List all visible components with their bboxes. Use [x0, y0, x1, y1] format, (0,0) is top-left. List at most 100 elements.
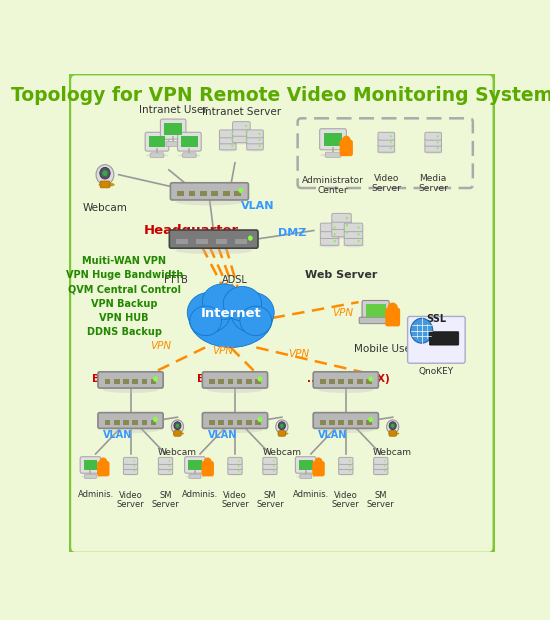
Text: Branch·(1): Branch·(1) [92, 374, 154, 384]
Text: SSL: SSL [426, 314, 446, 324]
FancyBboxPatch shape [158, 467, 173, 474]
FancyBboxPatch shape [359, 317, 392, 324]
Ellipse shape [223, 286, 262, 321]
FancyBboxPatch shape [174, 431, 181, 436]
Bar [329, 379, 335, 384]
Text: SM
Server: SM Server [367, 490, 395, 510]
Ellipse shape [320, 153, 346, 157]
Bar [209, 379, 214, 384]
FancyBboxPatch shape [189, 474, 201, 479]
Circle shape [258, 133, 260, 135]
FancyBboxPatch shape [123, 467, 138, 474]
Circle shape [437, 135, 438, 137]
FancyBboxPatch shape [228, 463, 242, 469]
Bar [357, 379, 362, 384]
Bar [255, 379, 261, 384]
Bar [177, 191, 184, 196]
Bar [123, 420, 129, 425]
FancyBboxPatch shape [100, 181, 110, 188]
Ellipse shape [123, 473, 139, 476]
Text: Video
Server: Video Server [371, 174, 401, 193]
Circle shape [280, 423, 284, 428]
Ellipse shape [227, 473, 243, 476]
Bar [151, 420, 157, 425]
Circle shape [276, 420, 288, 433]
Text: VLAN: VLAN [103, 430, 133, 440]
FancyBboxPatch shape [362, 301, 389, 321]
Ellipse shape [318, 387, 373, 393]
FancyBboxPatch shape [300, 474, 312, 479]
Ellipse shape [81, 475, 100, 478]
Circle shape [168, 470, 170, 472]
FancyBboxPatch shape [373, 458, 388, 464]
Bar [228, 379, 233, 384]
Text: Headquarter: Headquarter [144, 224, 239, 237]
FancyBboxPatch shape [323, 133, 343, 146]
Bar [366, 379, 372, 384]
FancyBboxPatch shape [320, 223, 339, 232]
Circle shape [172, 420, 184, 433]
Text: Video
Server: Video Server [117, 490, 145, 510]
Text: ADSL: ADSL [222, 275, 248, 285]
Text: Webcam: Webcam [373, 448, 412, 457]
FancyBboxPatch shape [373, 467, 388, 474]
Circle shape [334, 240, 335, 242]
Circle shape [245, 131, 247, 133]
FancyBboxPatch shape [332, 228, 351, 237]
Circle shape [437, 148, 438, 149]
Bar [329, 420, 335, 425]
Text: Mobile User: Mobile User [354, 344, 415, 354]
FancyBboxPatch shape [158, 458, 173, 464]
Ellipse shape [245, 148, 265, 151]
FancyBboxPatch shape [378, 144, 394, 153]
Bar [104, 420, 111, 425]
FancyBboxPatch shape [339, 467, 353, 474]
Circle shape [384, 470, 385, 472]
Text: VPN Huge Bandwidth: VPN Huge Bandwidth [65, 270, 183, 280]
Circle shape [248, 236, 252, 241]
FancyBboxPatch shape [69, 73, 495, 554]
Text: Adminis.: Adminis. [182, 490, 218, 498]
FancyBboxPatch shape [201, 461, 214, 476]
Text: VPN: VPN [288, 348, 310, 359]
Text: Web Server: Web Server [305, 270, 378, 280]
Bar [196, 239, 208, 244]
Circle shape [384, 465, 385, 467]
Text: Adminis.: Adminis. [78, 490, 114, 498]
Circle shape [368, 417, 373, 422]
FancyBboxPatch shape [233, 135, 250, 143]
Ellipse shape [377, 151, 396, 154]
Bar [348, 420, 353, 425]
Ellipse shape [103, 387, 158, 393]
Circle shape [389, 422, 396, 430]
Bar [142, 379, 147, 384]
FancyBboxPatch shape [166, 141, 180, 146]
FancyBboxPatch shape [188, 461, 202, 469]
FancyBboxPatch shape [344, 230, 363, 239]
Circle shape [411, 318, 433, 343]
FancyBboxPatch shape [298, 118, 473, 188]
Text: QnoKEY: QnoKEY [419, 367, 454, 376]
FancyBboxPatch shape [339, 458, 353, 464]
Circle shape [100, 167, 110, 179]
Text: VPN: VPN [212, 347, 234, 356]
Text: Internet: Internet [200, 307, 261, 319]
FancyBboxPatch shape [373, 463, 388, 469]
Bar [348, 379, 353, 384]
Bar [246, 420, 252, 425]
Circle shape [257, 417, 262, 422]
FancyBboxPatch shape [80, 457, 101, 473]
FancyBboxPatch shape [170, 183, 249, 200]
FancyBboxPatch shape [299, 461, 312, 469]
Circle shape [153, 376, 158, 381]
Circle shape [238, 465, 239, 467]
FancyBboxPatch shape [219, 130, 236, 138]
FancyBboxPatch shape [247, 136, 263, 144]
FancyBboxPatch shape [228, 458, 242, 464]
FancyBboxPatch shape [332, 221, 351, 229]
FancyBboxPatch shape [263, 463, 277, 469]
Circle shape [334, 233, 335, 236]
Text: Media
Server: Media Server [418, 174, 448, 193]
Text: QVM Central Control: QVM Central Control [68, 284, 180, 294]
Circle shape [358, 226, 360, 229]
